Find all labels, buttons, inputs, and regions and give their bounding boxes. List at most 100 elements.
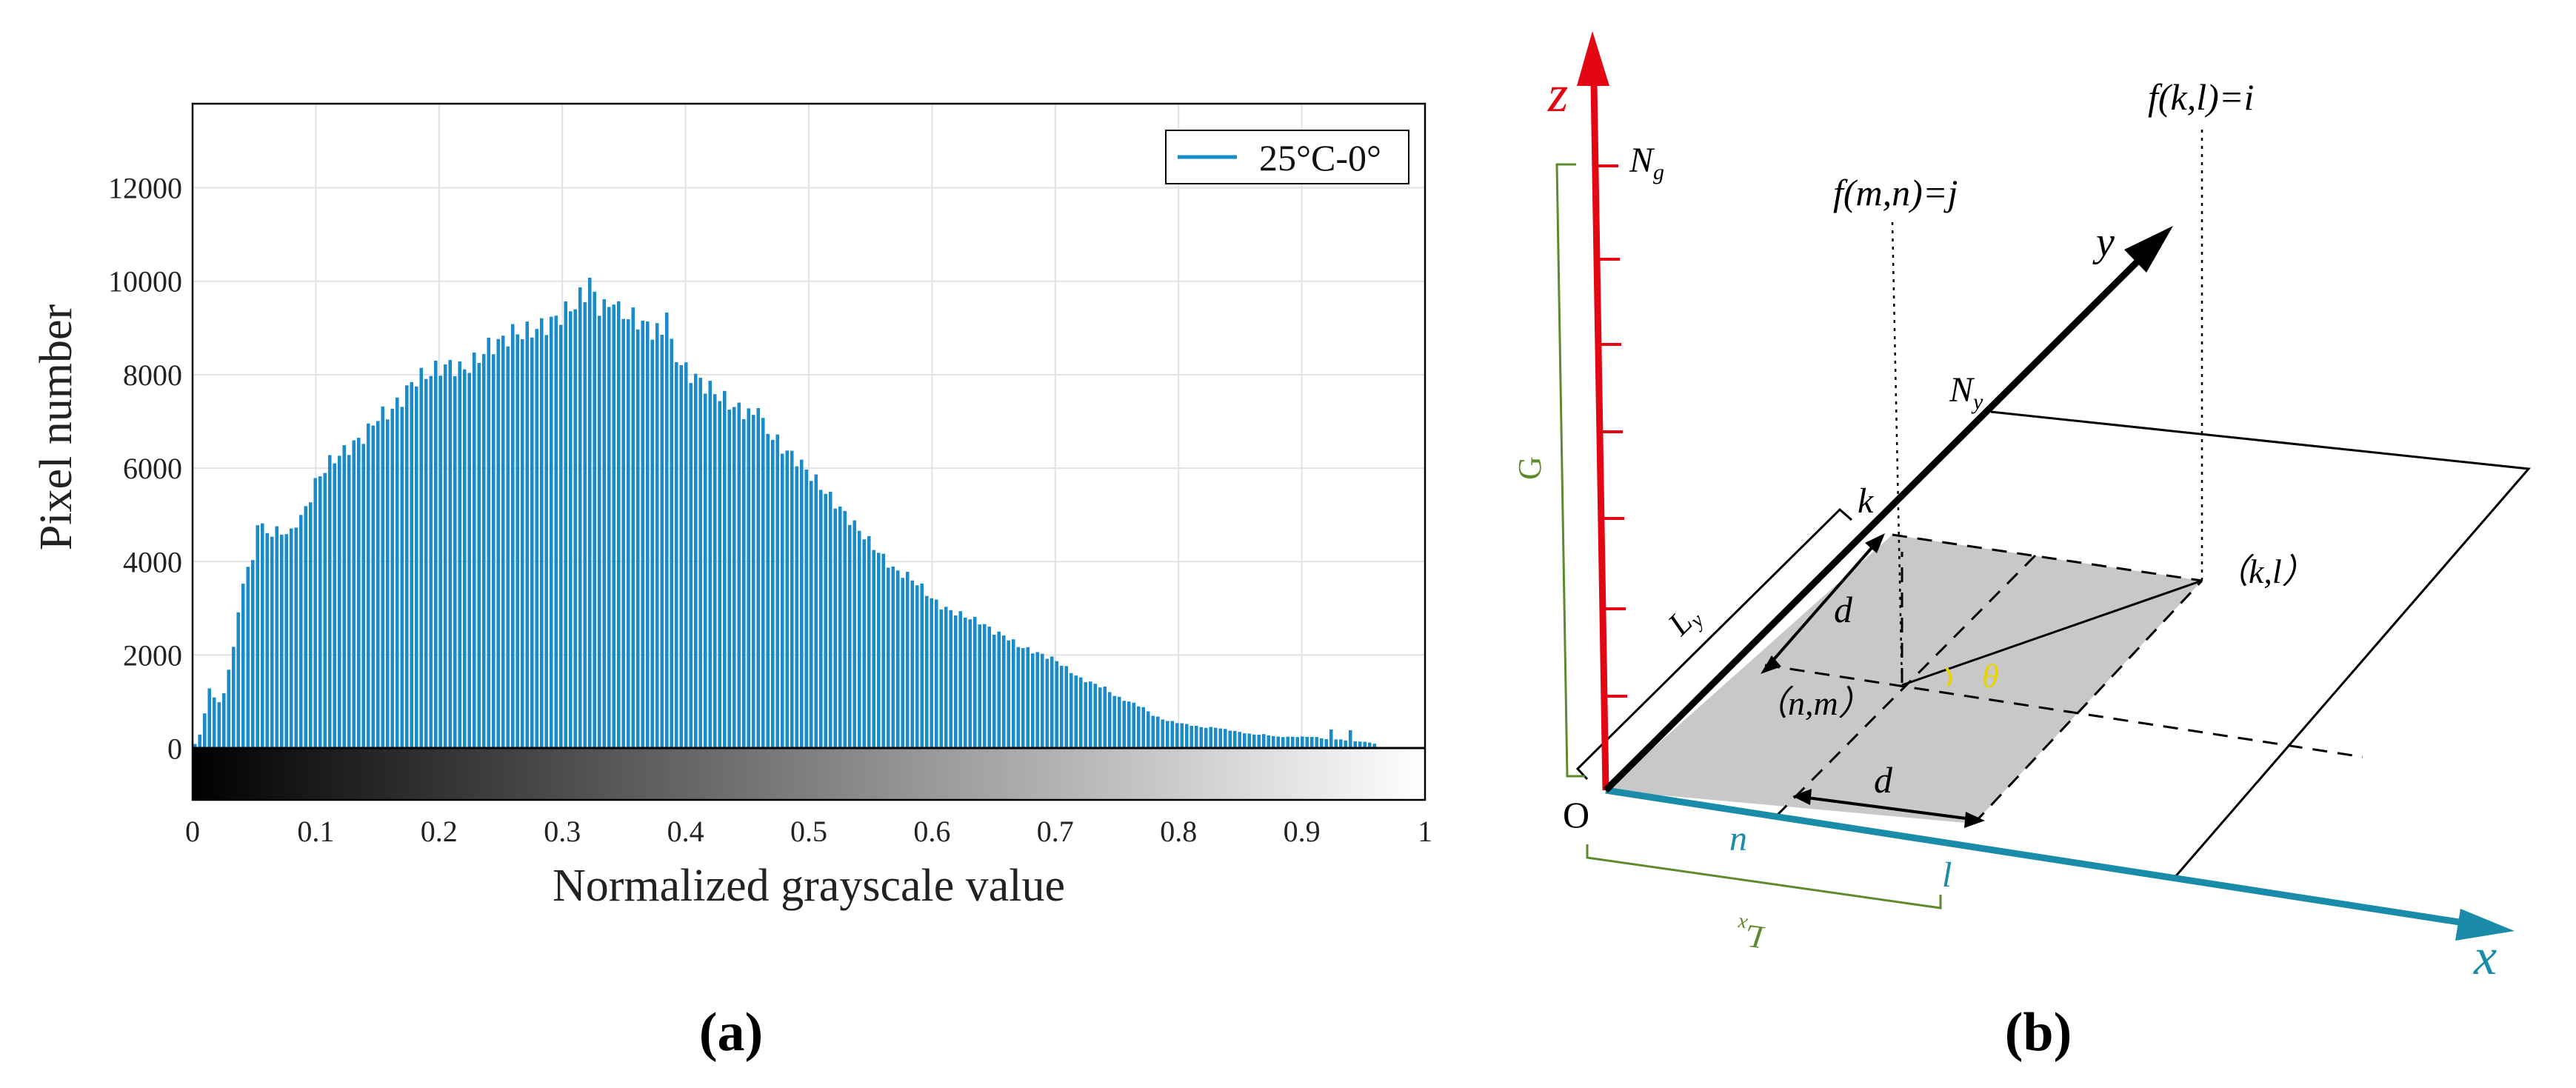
- k-label: k: [1858, 481, 1875, 521]
- histogram-bar: [1276, 736, 1281, 749]
- histogram-bar: [616, 301, 621, 749]
- histogram-bar: [1180, 723, 1184, 749]
- histogram-bar: [1132, 702, 1136, 749]
- histogram-bar: [790, 450, 794, 749]
- histogram-bar: [487, 337, 491, 749]
- histogram-bar: [318, 476, 322, 749]
- histogram-bar: [1050, 656, 1054, 749]
- histogram-bar: [481, 354, 486, 749]
- histogram-bar: [1286, 736, 1290, 749]
- histogram-bar: [381, 406, 385, 749]
- histogram-bar: [217, 702, 221, 749]
- f-mn-label: f(m,n)=j: [1833, 172, 1958, 213]
- histogram-bar: [689, 383, 693, 749]
- histogram-bar: [1155, 716, 1160, 749]
- histogram-bar: [852, 520, 857, 749]
- histogram-bar: [1107, 692, 1112, 749]
- histogram-bar: [982, 624, 987, 749]
- histogram-bar: [597, 316, 601, 749]
- histogram-bar: [1199, 727, 1204, 749]
- histogram-bar: [1146, 711, 1150, 749]
- ly-bracket: [1575, 507, 1852, 781]
- histogram-bar: [876, 553, 881, 749]
- histogram-bar: [915, 585, 919, 749]
- histogram-bar: [535, 329, 539, 749]
- histogram-bar: [766, 433, 770, 749]
- histogram-bar: [895, 570, 900, 749]
- histogram-bar: [1353, 741, 1358, 749]
- histogram-bar: [1103, 687, 1107, 749]
- histogram-bar: [621, 318, 626, 749]
- x-axis-letter: x: [2473, 929, 2497, 986]
- histogram-bar: [587, 277, 592, 749]
- z-axis-label: z: [1547, 66, 1568, 123]
- histogram-bar: [795, 466, 799, 749]
- x-tick-label: 0.3: [544, 815, 581, 848]
- histogram-bar: [544, 335, 549, 749]
- panel-a-label: (a): [699, 1002, 763, 1063]
- histogram-bar: [333, 463, 337, 749]
- histogram-bar: [414, 386, 418, 749]
- histogram-bar: [1324, 738, 1329, 749]
- histogram-bar: [419, 367, 424, 749]
- histogram-bar: [347, 455, 351, 749]
- theta-label: θ: [1982, 657, 1999, 695]
- g-label: G: [1512, 456, 1548, 480]
- histogram-bar: [828, 491, 832, 749]
- histogram-bar: [655, 323, 659, 749]
- histogram-bar: [236, 612, 241, 749]
- y-tick-label: 0: [167, 732, 182, 766]
- histogram-bar: [650, 339, 655, 749]
- histogram-bar: [583, 301, 587, 749]
- histogram-bar: [1026, 647, 1030, 749]
- histogram-bar: [1363, 741, 1367, 749]
- histogram-bar: [568, 311, 573, 749]
- histogram-bar: [833, 508, 838, 749]
- histogram-bar: [202, 713, 207, 749]
- x-tick-label: 1: [1418, 815, 1432, 848]
- histogram-bar: [323, 473, 327, 749]
- histogram-bar: [438, 376, 443, 749]
- histogram-bar: [987, 627, 992, 749]
- histogram-bar: [1078, 677, 1083, 749]
- histogram-bar: [1151, 715, 1155, 749]
- histogram-bar: [1261, 734, 1266, 749]
- histogram-bar: [972, 616, 977, 749]
- histogram-bar: [308, 502, 313, 749]
- y-axis-arrowhead: [2124, 226, 2173, 273]
- legend: 25°C-0°: [1165, 130, 1409, 184]
- histogram-bar: [1305, 736, 1309, 749]
- histogram-bar: [862, 539, 867, 749]
- histogram-bar: [944, 607, 948, 749]
- histogram-bar: [400, 407, 404, 749]
- histogram-bar: [1232, 730, 1237, 749]
- histogram-bar: [761, 418, 765, 749]
- histogram-bar: [506, 346, 510, 749]
- histogram-bar: [1267, 735, 1271, 749]
- histogram-bar: [635, 329, 640, 749]
- histogram-bar: [1074, 675, 1078, 749]
- histogram-bar: [371, 425, 376, 749]
- z-axis-line: [1590, 82, 1609, 791]
- histogram-bar: [770, 439, 775, 749]
- histogram-bar: [1064, 666, 1069, 749]
- histogram-bar: [963, 617, 967, 749]
- x-tick-label: 0.8: [1160, 815, 1197, 848]
- histogram-bar: [905, 572, 910, 749]
- histogram-bar: [1358, 741, 1362, 749]
- histogram-bar: [958, 611, 963, 749]
- vector-line: [1901, 579, 2203, 687]
- y-axis-letter: y: [2092, 219, 2115, 265]
- theta-arc: [1945, 667, 1952, 687]
- histogram-bar: [265, 533, 270, 749]
- histogram-bar: [1315, 737, 1319, 749]
- histogram-bar: [1238, 732, 1242, 749]
- histogram-bar: [429, 376, 433, 749]
- histogram-bar: [1069, 673, 1073, 749]
- histogram-bar: [510, 324, 515, 749]
- histogram-bar: [433, 360, 438, 749]
- histogram-bar: [747, 408, 751, 749]
- histogram-bar: [1338, 739, 1343, 749]
- histogram-bar: [294, 527, 298, 749]
